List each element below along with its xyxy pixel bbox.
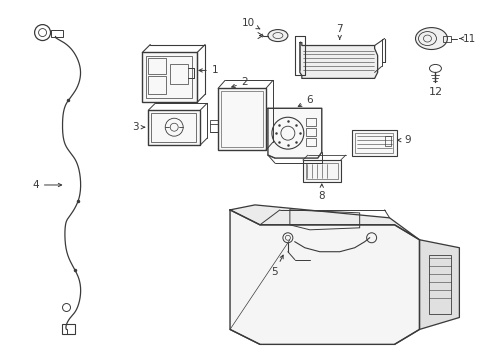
Bar: [210, 120, 218, 132]
Polygon shape: [229, 205, 419, 240]
Text: 6: 6: [298, 95, 312, 107]
Bar: [61, 324, 75, 334]
Ellipse shape: [415, 28, 447, 50]
Polygon shape: [419, 240, 458, 329]
Bar: [170, 64, 188, 84]
Bar: [443, 36, 450, 41]
Bar: [305, 138, 315, 146]
Bar: [151, 113, 196, 142]
Bar: [305, 163, 337, 179]
Text: 11: 11: [459, 33, 475, 44]
Bar: [142, 53, 197, 102]
Text: 2: 2: [231, 77, 248, 87]
Text: 4: 4: [32, 180, 61, 190]
Text: 5: 5: [271, 255, 283, 276]
Polygon shape: [229, 210, 419, 345]
Text: 12: 12: [427, 87, 442, 97]
Bar: [50, 30, 62, 37]
Bar: [218, 88, 265, 150]
Bar: [146, 57, 192, 98]
Text: 8: 8: [318, 184, 325, 201]
Bar: [351, 130, 396, 156]
Bar: [428, 255, 450, 315]
Polygon shape: [267, 108, 321, 158]
Bar: [384, 136, 390, 146]
Text: 9: 9: [397, 135, 410, 145]
Bar: [148, 58, 166, 75]
Text: 3: 3: [132, 122, 144, 132]
Polygon shape: [299, 42, 377, 78]
Bar: [354, 133, 392, 153]
Bar: [302, 160, 340, 182]
Bar: [221, 91, 263, 147]
Text: 7: 7: [336, 24, 343, 39]
Text: 10: 10: [241, 18, 260, 29]
Bar: [148, 110, 200, 145]
Bar: [305, 118, 315, 126]
Bar: [148, 76, 166, 94]
Ellipse shape: [267, 30, 287, 41]
Text: 1: 1: [199, 66, 218, 76]
Bar: [305, 128, 315, 136]
